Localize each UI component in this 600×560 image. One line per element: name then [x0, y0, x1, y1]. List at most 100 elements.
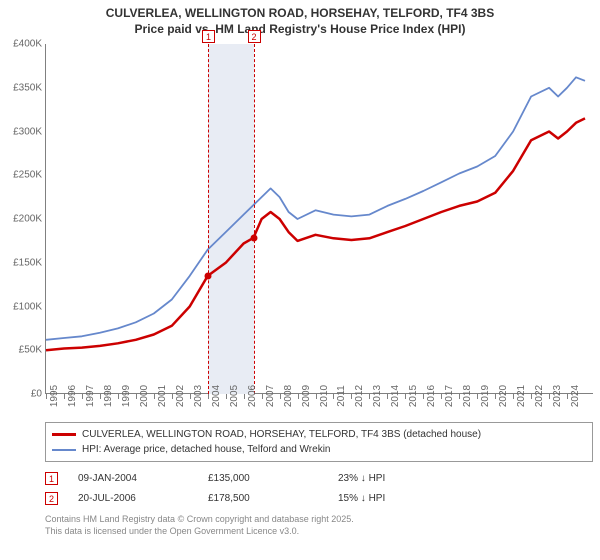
y-tick-label: £250K — [2, 170, 42, 181]
series-price_paid — [46, 118, 585, 350]
x-tick-label: 2022 — [534, 385, 545, 407]
x-tick — [190, 394, 191, 399]
x-tick-label: 1995 — [49, 385, 60, 407]
legend-label-hpi: HPI: Average price, detached house, Telf… — [82, 442, 331, 457]
x-tick-label: 1999 — [121, 385, 132, 407]
x-tick — [513, 394, 514, 399]
row-price: £135,000 — [208, 473, 338, 484]
legend-box: CULVERLEA, WELLINGTON ROAD, HORSEHAY, TE… — [45, 422, 593, 462]
footnote: Contains HM Land Registry data © Crown c… — [45, 514, 593, 537]
x-tick — [262, 394, 263, 399]
x-tick — [244, 394, 245, 399]
x-tick-label: 2017 — [444, 385, 455, 407]
x-tick — [567, 394, 568, 399]
x-tick — [118, 394, 119, 399]
x-tick — [172, 394, 173, 399]
y-tick-label: £0 — [2, 389, 42, 400]
x-tick — [351, 394, 352, 399]
footnote-line2: This data is licensed under the Open Gov… — [45, 526, 593, 538]
x-tick-label: 2015 — [408, 385, 419, 407]
x-tick-label: 2003 — [193, 385, 204, 407]
x-tick-label: 2008 — [283, 385, 294, 407]
chart-area: 12 £0£50K£100K£150K£200K£250K£300K£350K£… — [0, 44, 600, 414]
x-tick — [459, 394, 460, 399]
plot-svg — [46, 44, 594, 394]
row-date: 20-JUL-2006 — [78, 493, 208, 504]
x-tick — [316, 394, 317, 399]
x-tick-label: 2006 — [247, 385, 258, 407]
x-tick-label: 1996 — [67, 385, 78, 407]
sales-table: 1 09-JAN-2004 £135,000 23% ↓ HPI 2 20-JU… — [45, 468, 593, 508]
table-row: 1 09-JAN-2004 £135,000 23% ↓ HPI — [45, 468, 593, 488]
x-tick — [441, 394, 442, 399]
x-tick-label: 1998 — [103, 385, 114, 407]
x-tick-label: 2014 — [390, 385, 401, 407]
y-tick-label: £100K — [2, 301, 42, 312]
x-tick — [387, 394, 388, 399]
sale-dot — [205, 272, 212, 279]
x-tick-label: 2004 — [211, 385, 222, 407]
x-tick-label: 2011 — [336, 385, 347, 407]
legend-label-price: CULVERLEA, WELLINGTON ROAD, HORSEHAY, TE… — [82, 427, 481, 442]
x-tick-label: 2010 — [319, 385, 330, 407]
row-marker-1: 1 — [45, 472, 58, 485]
x-tick-label: 2018 — [462, 385, 473, 407]
row-marker-2: 2 — [45, 492, 58, 505]
x-tick-label: 2002 — [175, 385, 186, 407]
x-tick-label: 2009 — [301, 385, 312, 407]
title-line1: CULVERLEA, WELLINGTON ROAD, HORSEHAY, TE… — [10, 6, 590, 22]
x-tick — [423, 394, 424, 399]
x-tick — [369, 394, 370, 399]
legend-swatch-hpi — [52, 449, 76, 451]
x-tick — [477, 394, 478, 399]
y-tick-label: £400K — [2, 39, 42, 50]
x-tick — [208, 394, 209, 399]
marker-line — [208, 44, 209, 394]
row-pct: 15% ↓ HPI — [338, 493, 468, 504]
x-tick-label: 2016 — [426, 385, 437, 407]
series-hpi — [46, 77, 585, 340]
x-tick — [333, 394, 334, 399]
x-tick — [64, 394, 65, 399]
x-tick-label: 1997 — [85, 385, 96, 407]
x-tick — [46, 394, 47, 399]
x-tick — [495, 394, 496, 399]
x-tick — [549, 394, 550, 399]
x-tick-label: 2021 — [516, 385, 527, 407]
x-tick-label: 2005 — [229, 385, 240, 407]
x-tick — [298, 394, 299, 399]
x-tick-label: 2012 — [354, 385, 365, 407]
row-price: £178,500 — [208, 493, 338, 504]
x-tick-label: 2020 — [498, 385, 509, 407]
x-tick — [154, 394, 155, 399]
x-tick — [405, 394, 406, 399]
x-tick — [82, 394, 83, 399]
legend-item-price: CULVERLEA, WELLINGTON ROAD, HORSEHAY, TE… — [52, 427, 586, 442]
legend-swatch-price — [52, 433, 76, 436]
x-tick-label: 2007 — [265, 385, 276, 407]
y-tick-label: £300K — [2, 126, 42, 137]
marker-line — [254, 44, 255, 394]
footnote-line1: Contains HM Land Registry data © Crown c… — [45, 514, 593, 526]
x-tick-label: 2019 — [480, 385, 491, 407]
x-tick-label: 2001 — [157, 385, 168, 407]
x-tick — [531, 394, 532, 399]
y-tick-label: £150K — [2, 257, 42, 268]
y-tick-label: £350K — [2, 82, 42, 93]
x-tick-label: 2013 — [372, 385, 383, 407]
x-tick — [280, 394, 281, 399]
y-tick-label: £50K — [2, 345, 42, 356]
title-line2: Price paid vs. HM Land Registry's House … — [10, 22, 590, 38]
row-date: 09-JAN-2004 — [78, 473, 208, 484]
y-tick-label: £200K — [2, 214, 42, 225]
legend-item-hpi: HPI: Average price, detached house, Telf… — [52, 442, 586, 457]
table-row: 2 20-JUL-2006 £178,500 15% ↓ HPI — [45, 488, 593, 508]
plot-region: 12 — [45, 44, 593, 394]
chart-title: CULVERLEA, WELLINGTON ROAD, HORSEHAY, TE… — [0, 0, 600, 39]
x-tick-label: 2023 — [552, 385, 563, 407]
x-tick — [100, 394, 101, 399]
x-tick-label: 2000 — [139, 385, 150, 407]
x-tick — [226, 394, 227, 399]
x-tick-label: 2024 — [570, 385, 581, 407]
legend-panel: CULVERLEA, WELLINGTON ROAD, HORSEHAY, TE… — [45, 422, 593, 537]
